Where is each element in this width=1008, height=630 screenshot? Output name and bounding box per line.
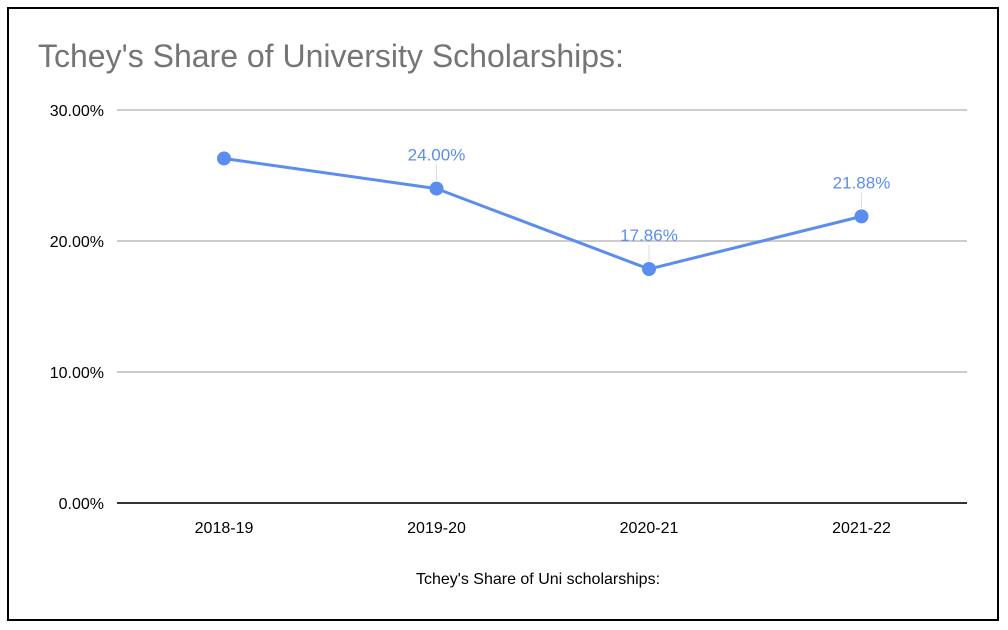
y-tick-label: 0.00% xyxy=(59,496,104,513)
x-tick-label: 2021-22 xyxy=(832,520,891,537)
chart-title: Tchey's Share of University Scholarships… xyxy=(38,38,624,74)
x-axis-title: Tchey's Share of Uni scholarships: xyxy=(416,571,660,588)
series-line-path xyxy=(222,156,863,271)
x-axis-tick-labels: 2018-19 2019-20 2020-21 2021-22 xyxy=(195,520,891,537)
x-tick-label: 2018-19 xyxy=(195,520,254,537)
x-tick-label: 2020-21 xyxy=(620,520,679,537)
data-labels: 24.00% 17.86% 21.88% xyxy=(408,146,891,262)
data-label: 24.00% xyxy=(408,146,466,165)
data-point xyxy=(854,209,869,224)
gridlines xyxy=(117,109,967,373)
data-point xyxy=(642,262,656,277)
series-line xyxy=(217,151,869,277)
y-axis-tick-labels: 0.00% 10.00% 20.00% 30.00% xyxy=(50,103,104,513)
y-tick-label: 20.00% xyxy=(50,234,104,251)
data-label: 17.86% xyxy=(620,226,678,245)
data-point xyxy=(429,181,444,196)
x-tick-label: 2019-20 xyxy=(407,520,466,537)
data-label: 21.88% xyxy=(833,173,891,192)
data-point xyxy=(217,151,231,166)
y-tick-label: 30.00% xyxy=(50,103,104,120)
y-tick-label: 10.00% xyxy=(50,365,104,382)
